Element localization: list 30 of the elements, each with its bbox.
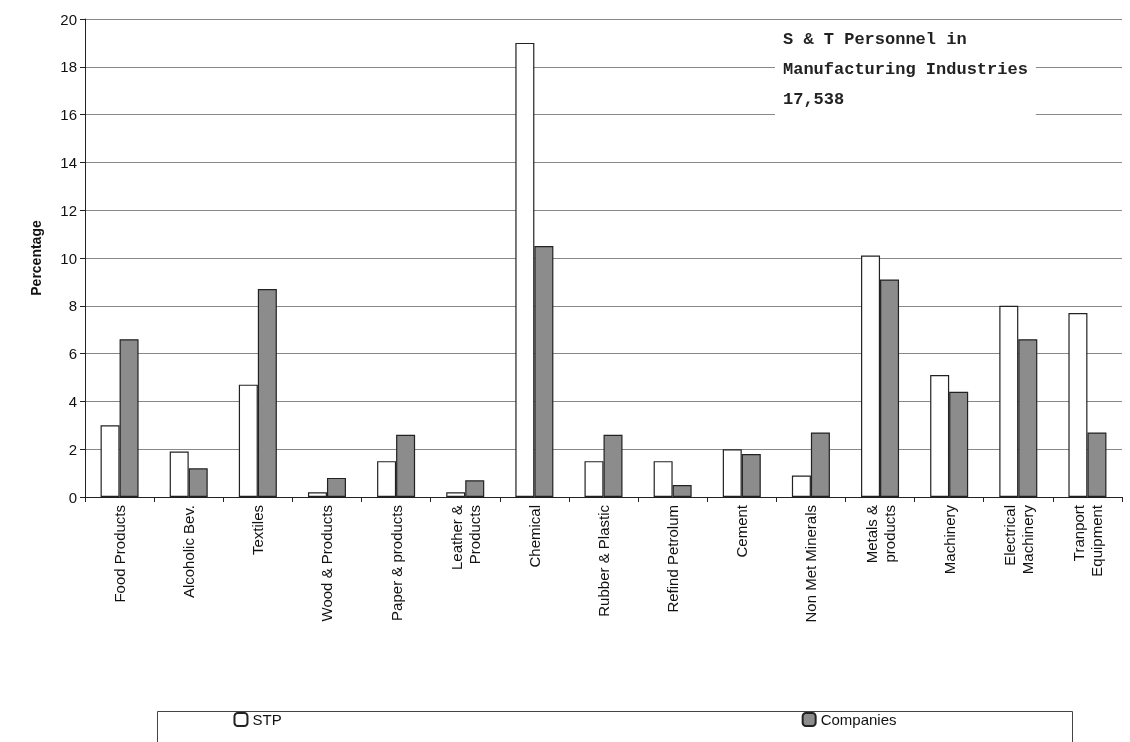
x-tick-label: Rubber & Plastic (595, 504, 612, 617)
x-tick-label: Food Products (111, 505, 129, 603)
x-tick-label: Paper & products (387, 505, 405, 621)
y-tick-label: 18 (60, 58, 77, 76)
x-tick-label: Refind Petrolum (664, 505, 682, 613)
y-tick-label: 4 (68, 392, 77, 410)
x-tick-label: Electrical Machinery (1000, 504, 1036, 575)
y-tick-label: 14 (60, 153, 77, 171)
y-tick-label: 20 (60, 10, 77, 28)
legend-label: STP (252, 711, 282, 728)
y-axis-title: Percentage (28, 220, 44, 296)
x-tick-label: Chemical (525, 505, 543, 568)
x-tick-label: Cement (733, 504, 751, 558)
x-tick-label: Wood & Products (318, 505, 336, 622)
y-tick-label: 6 (68, 345, 77, 363)
x-tick-label: Alcoholic Bev. (180, 505, 198, 599)
legend-label: Companies (820, 711, 897, 728)
x-tick-label: Machinery (940, 504, 958, 575)
x-tick-label: Tranport Equipment (1069, 504, 1105, 577)
y-tick-label: 12 (60, 201, 77, 219)
y-tick-label: 8 (68, 297, 77, 315)
x-tick-label: Metals & products (862, 505, 898, 564)
x-tick-label: Non Met Minerals (802, 505, 820, 623)
y-tick-label: 16 (60, 106, 77, 124)
annotation: S & T Personnel in Manufacturing Industries 17,538 (783, 29, 1028, 109)
x-tick-label: Textiles (249, 505, 267, 556)
y-tick-label: 0 (68, 488, 77, 506)
y-tick-label: 10 (60, 249, 77, 267)
x-tick-label: Leather & Products (447, 505, 483, 571)
y-tick-label: 2 (68, 440, 77, 458)
